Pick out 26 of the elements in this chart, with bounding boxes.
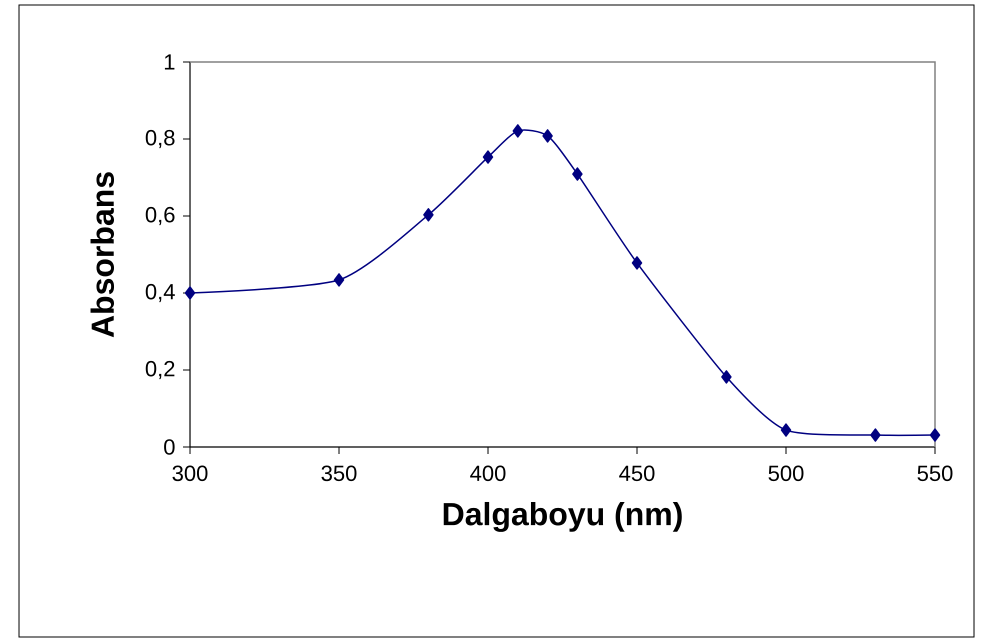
point bbox=[632, 256, 642, 270]
y-tick-label: 0,2 bbox=[146, 360, 174, 380]
point bbox=[721, 370, 732, 384]
point bbox=[542, 129, 553, 143]
y-tick-label: 0,4 bbox=[146, 284, 175, 302]
y-tick-label: 0 bbox=[164, 439, 175, 455]
y-tick-label: 0,8 bbox=[146, 130, 175, 148]
point bbox=[423, 208, 434, 222]
x-axis-title: Dalgaboyu (nm) bbox=[444, 502, 682, 532]
point bbox=[930, 428, 940, 442]
x-tick-label: 300 bbox=[172, 466, 208, 482]
point bbox=[482, 150, 494, 164]
point bbox=[870, 428, 881, 442]
x-tick-label: 450 bbox=[619, 466, 654, 482]
x-tick-label: 550 bbox=[918, 466, 952, 482]
x-tick-label: 500 bbox=[768, 466, 804, 482]
point bbox=[184, 286, 196, 300]
point bbox=[780, 423, 792, 437]
x-tick-label: 400 bbox=[470, 466, 506, 482]
x-tick-label: 350 bbox=[321, 466, 356, 482]
point bbox=[572, 167, 583, 181]
point bbox=[334, 273, 344, 287]
y-tick-label: 0,6 bbox=[146, 206, 175, 226]
y-tick-label: 1 bbox=[164, 54, 174, 70]
point bbox=[512, 124, 524, 138]
y-axis-title: Absorbans bbox=[90, 172, 114, 338]
